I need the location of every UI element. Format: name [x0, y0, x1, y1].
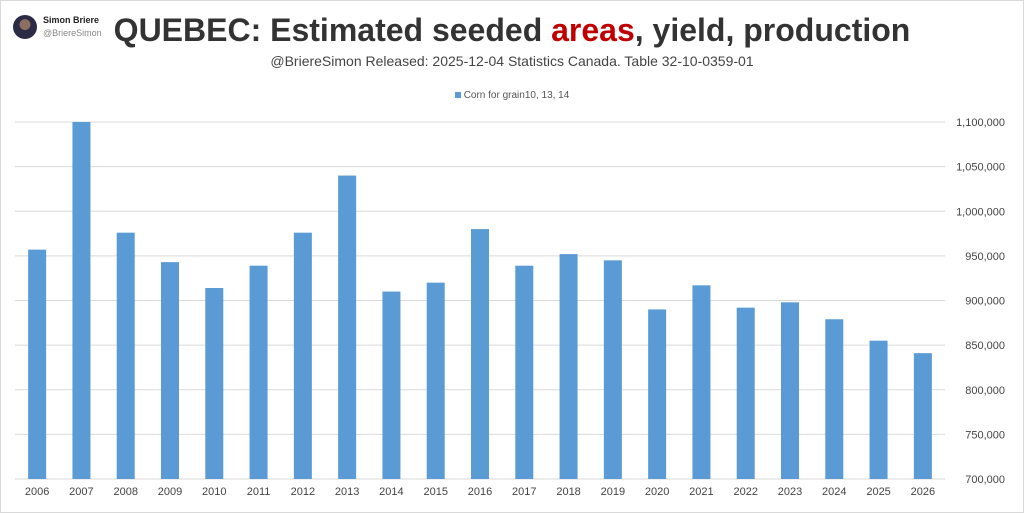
y-tick-label: 950,000	[965, 251, 1005, 263]
y-tick-label: 1,050,000	[956, 162, 1005, 174]
y-tick-label: 850,000	[965, 340, 1005, 352]
bar	[116, 232, 135, 479]
x-tick-label: 2020	[645, 486, 669, 498]
user-name: Simon Briere	[43, 15, 100, 25]
title-highlight: areas	[551, 12, 635, 48]
x-tick-label: 2025	[866, 486, 890, 498]
x-tick-label: 2008	[113, 486, 137, 498]
bar	[249, 265, 268, 479]
x-tick-label: 2013	[335, 486, 359, 498]
x-tick-label: 2016	[468, 486, 492, 498]
x-tick-label: 2007	[69, 486, 93, 498]
x-tick-label: 2012	[291, 486, 315, 498]
y-tick-label: 750,000	[965, 429, 1005, 441]
bar	[869, 340, 888, 479]
x-tick-label: 2017	[512, 486, 536, 498]
bar	[382, 291, 401, 479]
x-tick-label: 2026	[911, 486, 935, 498]
bar	[72, 122, 91, 479]
x-tick-label: 2009	[158, 486, 182, 498]
title-part: , yield, production	[634, 12, 911, 48]
bar	[913, 353, 932, 479]
bar	[161, 262, 179, 479]
bar	[205, 288, 224, 479]
y-tick-label: 800,000	[965, 385, 1005, 397]
bar	[426, 282, 445, 479]
x-tick-label: 2023	[778, 486, 802, 498]
chart-subtitle: @BriereSimon Released: 2025-12-04 Statis…	[270, 53, 754, 69]
x-tick-label: 2022	[733, 486, 757, 498]
y-tick-label: 1,000,000	[956, 206, 1005, 218]
x-tick-label: 2014	[379, 486, 403, 498]
bar	[28, 249, 47, 479]
x-tick-label: 2010	[202, 486, 226, 498]
bar	[781, 302, 799, 479]
x-tick-label: 2015	[423, 486, 447, 498]
legend-label: Corn for grain10, 13, 14	[463, 90, 570, 101]
x-tick-label: 2018	[556, 486, 580, 498]
y-tick-label: 1,100,000	[956, 117, 1005, 129]
legend: Corn for grain10, 13, 14	[0, 90, 1024, 101]
title-part: QUEBEC: Estimated seeded	[113, 12, 552, 48]
bar	[692, 285, 711, 479]
bar	[825, 319, 844, 479]
bar	[736, 307, 755, 479]
legend-swatch	[454, 92, 461, 98]
x-tick-label: 2011	[247, 486, 271, 498]
x-tick-label: 2024	[822, 486, 846, 498]
chart-title: QUEBEC: Estimated seeded areas, yield, p…	[0, 12, 1024, 49]
y-tick-label: 700,000	[965, 474, 1005, 486]
bar	[603, 260, 622, 479]
x-tick-label: 2021	[689, 486, 713, 498]
bar	[515, 265, 534, 479]
user-handle: @BriereSimon	[43, 28, 102, 38]
bar	[471, 229, 489, 479]
bar	[559, 254, 578, 479]
y-tick-label: 900,000	[965, 296, 1005, 308]
x-tick-label: 2006	[25, 486, 49, 498]
bar	[293, 232, 312, 479]
x-tick-label: 2019	[601, 486, 625, 498]
bar	[648, 309, 667, 479]
avatar	[13, 15, 37, 39]
bar	[338, 175, 357, 480]
